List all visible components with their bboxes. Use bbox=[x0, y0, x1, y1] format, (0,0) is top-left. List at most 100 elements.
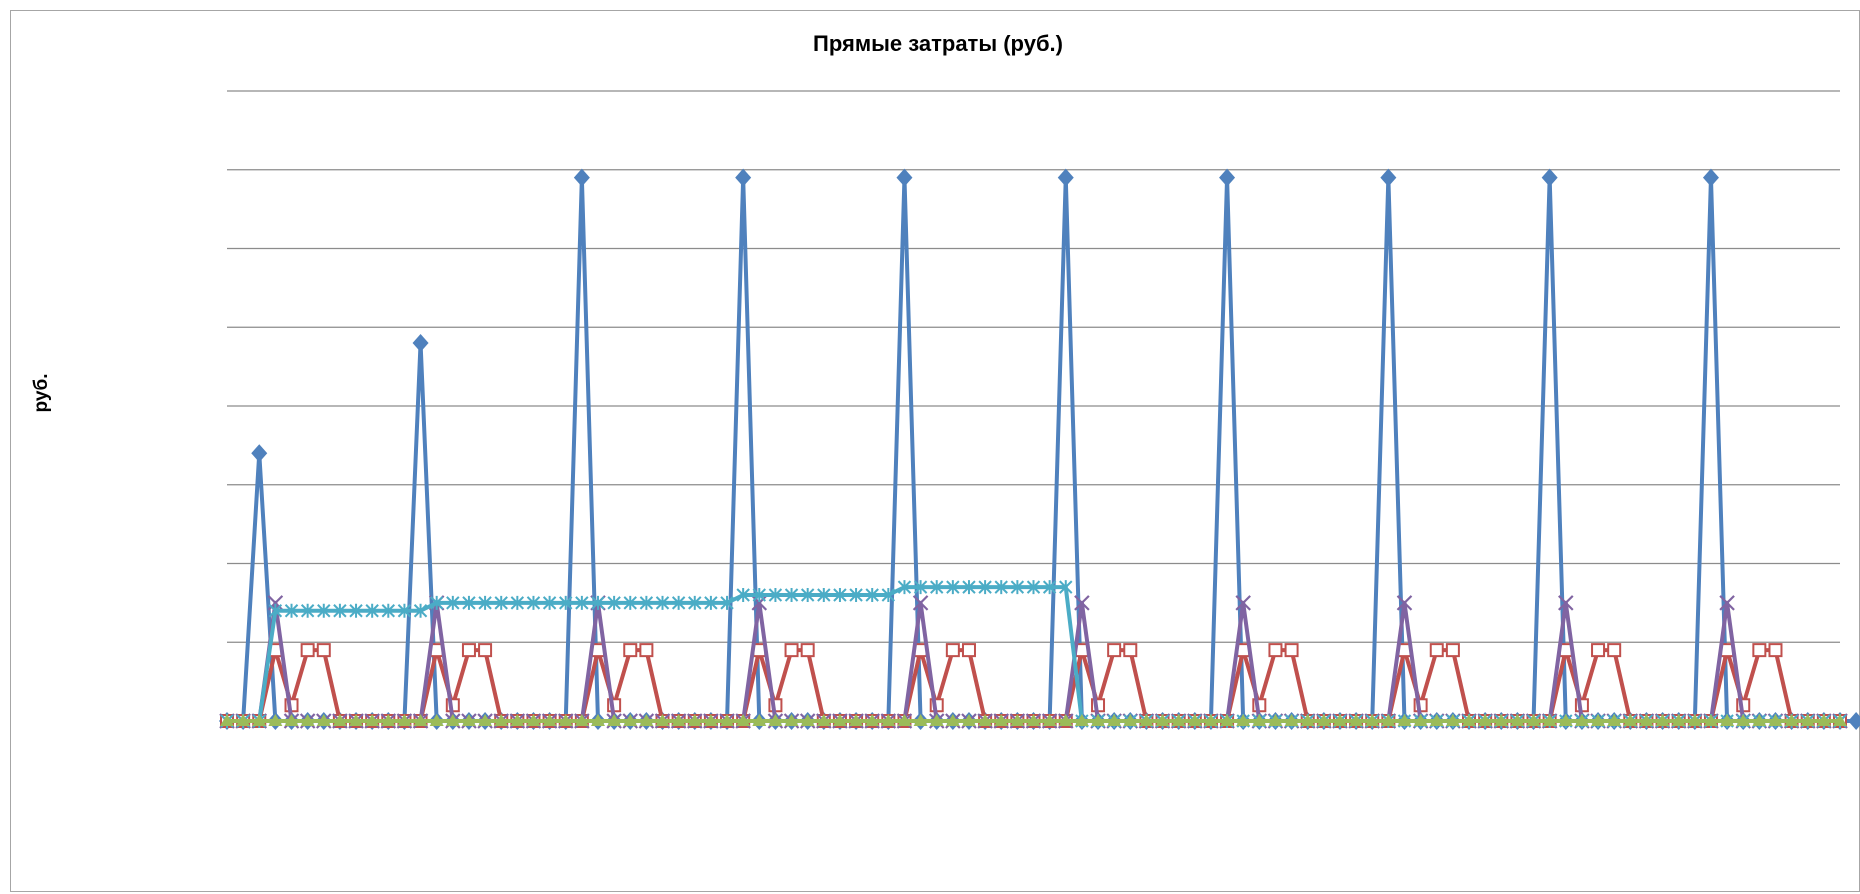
data-point bbox=[865, 714, 880, 726]
data-point bbox=[591, 595, 605, 610]
data-point bbox=[462, 595, 476, 610]
data-point bbox=[752, 588, 766, 602]
data-point bbox=[1541, 168, 1558, 187]
data-point bbox=[559, 595, 573, 610]
data-point bbox=[1203, 714, 1218, 726]
data-point bbox=[929, 714, 944, 726]
data-point bbox=[607, 714, 622, 726]
data-point bbox=[333, 603, 347, 618]
data-point bbox=[1591, 643, 1606, 658]
data-point bbox=[413, 714, 428, 726]
data-point bbox=[1300, 714, 1315, 726]
data-point bbox=[704, 595, 718, 610]
data-point bbox=[461, 714, 476, 726]
data-point bbox=[1074, 714, 1089, 726]
data-point bbox=[832, 714, 847, 726]
data-point bbox=[1058, 714, 1073, 726]
data-point bbox=[1042, 714, 1057, 726]
data-point bbox=[1607, 643, 1622, 658]
data-point bbox=[1591, 714, 1606, 726]
data-point bbox=[510, 714, 525, 726]
data-point bbox=[735, 168, 752, 187]
data-point bbox=[284, 603, 299, 618]
data-point bbox=[897, 580, 912, 595]
data-point bbox=[1123, 714, 1138, 726]
data-point bbox=[655, 595, 670, 610]
data-point bbox=[1155, 714, 1170, 726]
data-point bbox=[849, 714, 864, 726]
data-point bbox=[251, 444, 268, 463]
data-point bbox=[573, 168, 590, 187]
data-point bbox=[349, 603, 363, 618]
data-point bbox=[1671, 714, 1686, 726]
data-point bbox=[478, 595, 492, 610]
data-point bbox=[381, 714, 396, 726]
data-point bbox=[1349, 714, 1364, 726]
data-point bbox=[1026, 714, 1041, 726]
data-point bbox=[445, 714, 460, 726]
data-point bbox=[268, 714, 283, 726]
data-point bbox=[961, 643, 976, 658]
data-point bbox=[1397, 714, 1412, 726]
data-point bbox=[1752, 643, 1767, 658]
data-point bbox=[1558, 595, 1574, 611]
data-point bbox=[671, 595, 686, 610]
data-point bbox=[1752, 714, 1767, 726]
data-point bbox=[1057, 168, 1074, 187]
data-point bbox=[655, 714, 670, 726]
data-point bbox=[688, 595, 702, 610]
data-point bbox=[1010, 714, 1025, 726]
data-point bbox=[412, 334, 429, 352]
data-point bbox=[1655, 714, 1670, 726]
data-point bbox=[994, 714, 1009, 726]
data-point bbox=[912, 595, 929, 611]
data-point bbox=[1252, 714, 1267, 726]
data-point bbox=[1236, 714, 1251, 726]
data-point bbox=[639, 714, 654, 726]
data-point bbox=[1268, 714, 1283, 726]
gridlines bbox=[227, 90, 1840, 722]
data-point bbox=[720, 714, 735, 726]
data-point bbox=[1123, 643, 1138, 658]
data-point bbox=[494, 714, 509, 726]
data-point bbox=[1219, 168, 1236, 187]
data-point bbox=[316, 714, 331, 726]
data-point bbox=[300, 714, 315, 726]
data-point bbox=[639, 595, 654, 610]
data-point bbox=[1429, 643, 1444, 658]
data-point bbox=[978, 580, 992, 595]
data-point bbox=[1429, 714, 1444, 726]
data-point bbox=[784, 643, 799, 658]
data-point bbox=[962, 580, 976, 595]
data-point bbox=[446, 595, 460, 610]
data-point bbox=[542, 714, 557, 726]
data-point bbox=[429, 595, 444, 610]
series-line bbox=[227, 648, 1840, 723]
data-point bbox=[720, 595, 734, 610]
data-point bbox=[1478, 714, 1493, 726]
data-point bbox=[671, 714, 686, 726]
data-point bbox=[365, 714, 380, 726]
data-point bbox=[397, 714, 412, 726]
data-point bbox=[1768, 714, 1783, 726]
data-point bbox=[978, 714, 993, 726]
data-point bbox=[1171, 714, 1186, 726]
data-point bbox=[284, 714, 299, 726]
data-point bbox=[623, 643, 638, 658]
data-point bbox=[1720, 714, 1735, 726]
data-point bbox=[1042, 580, 1057, 595]
data-point bbox=[1139, 714, 1154, 726]
data-point bbox=[317, 603, 331, 618]
data-point bbox=[1396, 595, 1413, 611]
data-point bbox=[623, 714, 638, 726]
data-point bbox=[1107, 643, 1122, 658]
data-point bbox=[833, 588, 847, 602]
data-point bbox=[1316, 714, 1331, 726]
data-point bbox=[1284, 643, 1299, 658]
data-point bbox=[1687, 714, 1702, 726]
data-point bbox=[639, 643, 654, 658]
data-point bbox=[703, 714, 718, 726]
data-point bbox=[1074, 595, 1090, 611]
data-point bbox=[1558, 714, 1573, 726]
